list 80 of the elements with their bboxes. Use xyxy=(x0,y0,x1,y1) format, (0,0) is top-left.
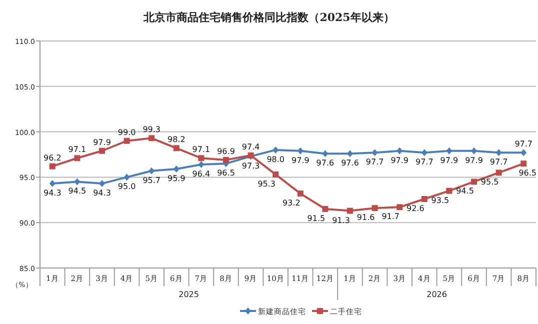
data-label: 91.3 xyxy=(332,216,350,225)
text: 2026 xyxy=(426,290,447,299)
point xyxy=(223,156,229,163)
data-label: 97.7 xyxy=(490,158,508,167)
point xyxy=(99,148,105,154)
point xyxy=(124,174,130,181)
point xyxy=(74,155,80,162)
data-label: 95.0 xyxy=(118,182,136,192)
data-label: 96.5 xyxy=(518,168,537,178)
data-label: 95.9 xyxy=(167,174,186,184)
data-label: 96.5 xyxy=(217,168,235,178)
point xyxy=(496,170,502,176)
data-label: 97.1 xyxy=(68,145,86,154)
point xyxy=(372,149,378,156)
data-label: 98.2 xyxy=(167,135,186,144)
point xyxy=(446,147,452,154)
data-label: 97.4 xyxy=(242,142,260,152)
chart-title: 北京市商品住宅销售价格同比指数（2025年以来） xyxy=(142,11,394,24)
data-label: 96.4 xyxy=(192,169,210,178)
data-label: 94.5 xyxy=(68,186,86,196)
data-label: 97.6 xyxy=(341,158,359,168)
data-label: 96.9 xyxy=(217,146,235,156)
data-label: 91.6 xyxy=(356,213,375,222)
data-label: 99.3 xyxy=(142,125,161,134)
data-label: 97.9 xyxy=(465,156,483,165)
data-label: 97.9 xyxy=(440,156,458,165)
data-label: 91.7 xyxy=(382,212,400,222)
point xyxy=(396,204,403,210)
data-label: 97.6 xyxy=(316,158,334,168)
point xyxy=(520,149,527,156)
point xyxy=(396,147,403,154)
point xyxy=(421,149,428,156)
data-label: 99.0 xyxy=(118,128,136,137)
point xyxy=(272,146,279,154)
data-label: 97.7 xyxy=(514,140,533,149)
point xyxy=(471,178,477,185)
point xyxy=(148,167,155,174)
data-label: 97.9 xyxy=(291,156,310,165)
point xyxy=(471,147,477,154)
data-label: 94.5 xyxy=(456,186,474,196)
point xyxy=(272,171,279,178)
point xyxy=(496,149,502,156)
data-label: 97.3 xyxy=(242,161,260,170)
data-label: 95.5 xyxy=(480,178,499,187)
data-label: 91.5 xyxy=(307,214,326,223)
point xyxy=(99,180,105,188)
point xyxy=(347,150,353,158)
data-label: 93.2 xyxy=(282,198,300,208)
data-label: 96.2 xyxy=(43,153,62,162)
point xyxy=(322,150,328,158)
data-label: 94.3 xyxy=(43,188,62,198)
data-label: 97.9 xyxy=(93,138,111,147)
point xyxy=(520,160,527,167)
data-label: 97.1 xyxy=(192,145,210,154)
point xyxy=(297,147,304,154)
point xyxy=(49,180,56,188)
point xyxy=(322,206,328,212)
point xyxy=(372,205,378,212)
data-label: 95.3 xyxy=(258,179,276,188)
data-label: 98.0 xyxy=(266,154,285,164)
text: 2025 xyxy=(178,290,199,299)
data-label: 93.5 xyxy=(431,196,450,205)
point xyxy=(173,166,180,173)
point xyxy=(347,208,353,214)
point xyxy=(198,155,204,162)
data-label: 95.7 xyxy=(142,176,161,185)
data-label: 97.7 xyxy=(415,158,434,167)
data-label: 97.7 xyxy=(366,158,384,167)
data-label: 94.3 xyxy=(93,188,111,198)
point xyxy=(74,178,80,186)
point xyxy=(297,190,304,197)
point xyxy=(446,188,452,194)
point xyxy=(173,145,180,152)
point xyxy=(49,163,56,170)
data-label: 92.6 xyxy=(406,204,424,213)
point xyxy=(124,138,130,144)
point xyxy=(198,160,204,168)
data-label: 97.9 xyxy=(390,156,409,165)
point xyxy=(421,196,428,202)
point xyxy=(148,135,155,142)
